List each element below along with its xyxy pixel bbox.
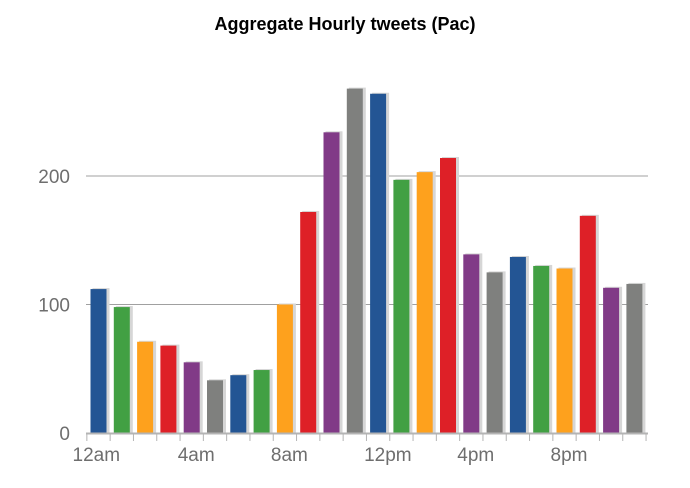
bar-22 [603,287,620,433]
bar-5 [207,380,223,433]
bar-18 [509,256,526,433]
bar-14 [416,172,433,433]
bar-16 [463,254,480,433]
bar-13 [393,179,410,433]
y-tick-label-0: 0 [59,424,70,445]
y-tick-label-100: 100 [38,296,70,317]
bar-9 [300,211,317,433]
y-tick-label-200: 200 [38,167,70,188]
x-tick-label-4am: 4am [178,445,215,466]
bar-20 [556,268,573,433]
bar-4 [183,362,200,433]
bar-15 [440,158,456,433]
bar-1 [113,307,130,433]
x-tick-label-8pm: 8pm [551,445,588,466]
chart-title: Aggregate Hourly tweets (Pac) [214,14,476,34]
bar-7 [253,370,270,433]
bar-21 [579,215,596,433]
bar-2 [137,341,154,433]
x-tick-label-8am: 8am [271,445,308,466]
x-tick-label-12pm: 12pm [364,445,412,466]
bar-0 [90,289,107,433]
bar-23 [626,283,643,433]
bar-3 [160,345,177,433]
bar-12 [370,93,387,433]
x-tick-label-12am: 12am [73,445,121,466]
bar-10 [323,132,340,433]
x-tick-label-4pm: 4pm [457,445,494,466]
bar-17 [486,272,503,433]
bar-19 [533,265,550,433]
bar-6 [230,375,247,433]
bar-8 [276,304,293,433]
bar-11 [346,88,363,434]
